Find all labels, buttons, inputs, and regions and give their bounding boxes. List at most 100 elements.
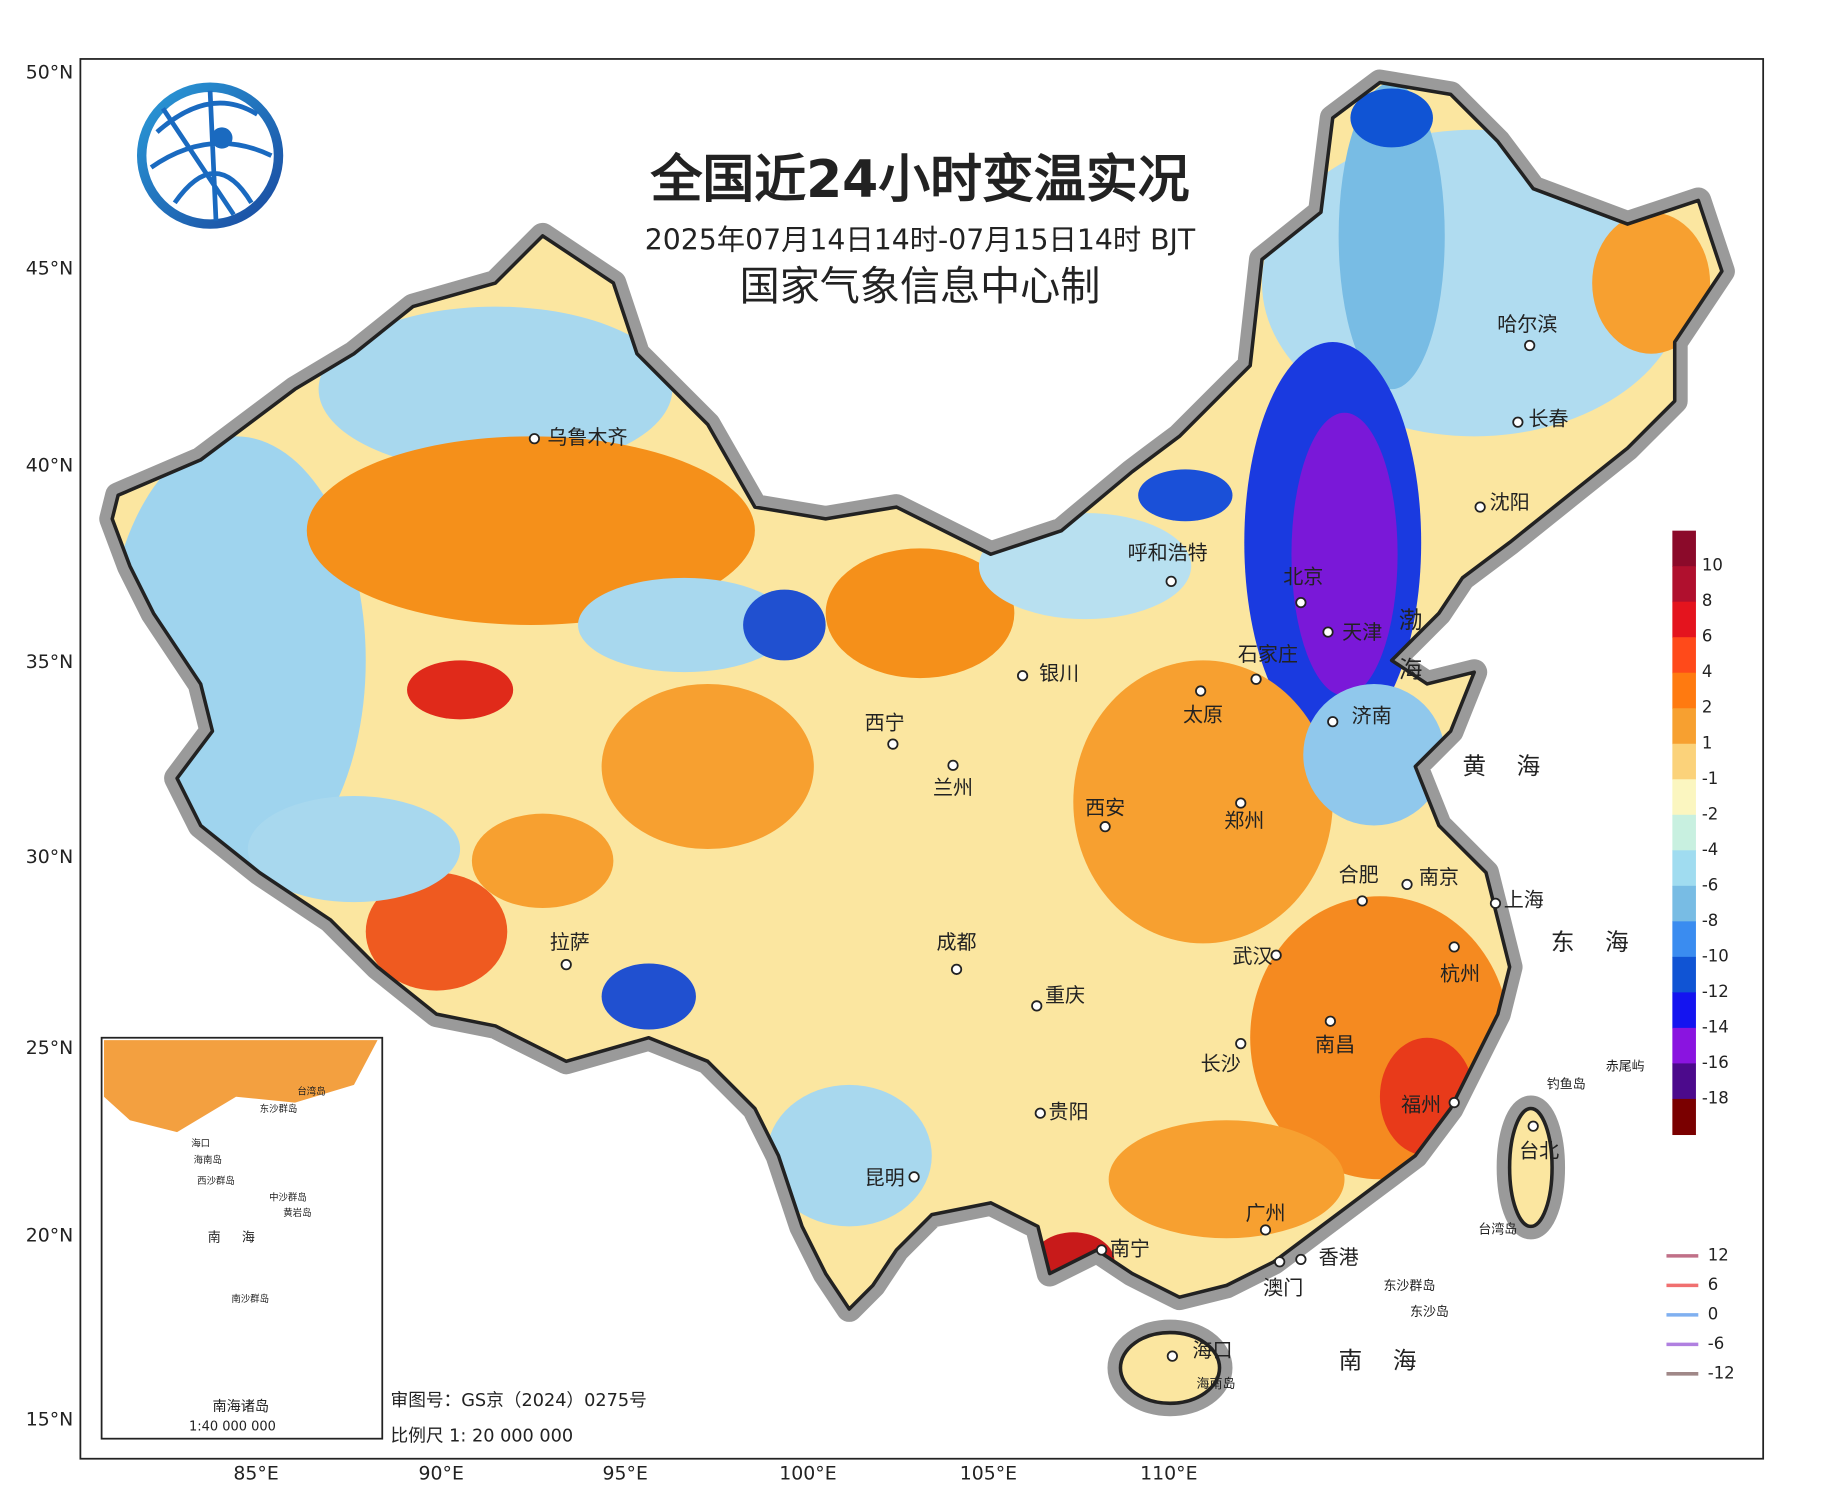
city-label: 重庆 <box>1045 983 1085 1007</box>
city-dot <box>1195 685 1207 697</box>
city-label: 广州 <box>1245 1201 1285 1225</box>
legend-label: 2 <box>1702 698 1713 717</box>
city-label: 海口 <box>1192 1338 1232 1362</box>
legend-swatch <box>1672 992 1696 1029</box>
city-label: 武汉 <box>1233 944 1273 968</box>
city-label: 长沙 <box>1201 1051 1241 1075</box>
field-patch <box>407 660 514 720</box>
city-label: 长春 <box>1529 406 1569 430</box>
legend-swatch <box>1672 885 1696 922</box>
inset-label: 东沙群岛 <box>260 1103 298 1115</box>
legend-swatch <box>1672 814 1696 851</box>
city-dot <box>1235 1038 1247 1050</box>
inset-land <box>103 1040 378 1133</box>
city-dot <box>1274 1256 1286 1268</box>
city-dot <box>950 963 963 975</box>
inset-scale: 1:40 000 000 <box>189 1419 276 1434</box>
latitude-label: 45°N <box>26 257 74 279</box>
inset-title: 南海诸岛 <box>212 1399 269 1415</box>
city-dot <box>887 738 899 750</box>
legend-label: 8 <box>1702 591 1713 610</box>
legend-swatch <box>1672 637 1696 674</box>
field-patch <box>1108 1120 1345 1239</box>
map-subtitle: 2025年07月14日14时-07月15日14时 BJT <box>645 224 1196 257</box>
inset-label: 南海 <box>208 1230 276 1246</box>
city-label: 南宁 <box>1110 1237 1150 1261</box>
inset-label: 海口 <box>191 1137 210 1149</box>
city-label: 昆明 <box>865 1166 905 1190</box>
legend-label: -2 <box>1702 804 1718 823</box>
field-patch <box>743 589 826 661</box>
legend-label: -1 <box>1702 769 1718 788</box>
city-dot <box>1099 821 1111 833</box>
field-patch <box>1350 88 1433 148</box>
latitude-label: 30°N <box>26 846 74 868</box>
city-label: 上海 <box>1504 887 1544 911</box>
field-patch <box>306 436 755 625</box>
city-dot <box>1235 797 1247 809</box>
legend-label: -10 <box>1702 946 1729 965</box>
legend-swatch <box>1672 921 1696 958</box>
sea-label: 东海 <box>1551 928 1659 956</box>
longitude-label: 90°E <box>419 1463 464 1485</box>
city-dot <box>1270 949 1282 961</box>
city-dot <box>1356 895 1368 907</box>
logo <box>136 82 284 229</box>
latitude-label: 15°N <box>26 1408 74 1430</box>
longitude-label: 105°E <box>960 1463 1017 1485</box>
latitude-label: 50°N <box>26 62 74 84</box>
city-label: 西安 <box>1085 795 1125 819</box>
contour-legend-label: 12 <box>1708 1245 1729 1264</box>
field-patch <box>1138 469 1233 522</box>
place-label: 海南岛 <box>1197 1376 1236 1392</box>
place-label: 东沙群岛 <box>1383 1278 1435 1294</box>
field-patch <box>318 306 673 472</box>
legend-label: -6 <box>1702 875 1718 894</box>
logo-ring <box>136 82 284 229</box>
city-label: 南京 <box>1419 865 1459 889</box>
contour-legend-label: 0 <box>1708 1304 1719 1323</box>
inset-label: 台湾岛 <box>297 1085 325 1097</box>
inset-label: 南沙群岛 <box>231 1293 269 1305</box>
city-dot <box>1448 941 1460 953</box>
latitude-label: 40°N <box>26 454 74 476</box>
inset-label: 中沙群岛 <box>269 1192 307 1204</box>
sea-label: 黄海 <box>1462 752 1570 780</box>
legend-swatch <box>1672 708 1696 745</box>
city-label: 兰州 <box>933 775 973 799</box>
legend-swatch <box>1672 779 1696 816</box>
city-label: 郑州 <box>1224 808 1264 832</box>
contour-legend-label: 6 <box>1708 1275 1719 1294</box>
city-dot <box>1324 1015 1336 1027</box>
legend-label: 4 <box>1702 662 1713 681</box>
city-dot <box>1527 1120 1539 1132</box>
city-dot <box>1016 670 1029 682</box>
place-label: 钓鱼岛 <box>1547 1076 1586 1092</box>
legend-swatch <box>1672 1098 1696 1136</box>
city-dot <box>1250 673 1262 685</box>
legend-label: 10 <box>1702 556 1723 575</box>
legend-swatch <box>1672 743 1696 780</box>
inset-label: 黄岩岛 <box>283 1207 311 1219</box>
city-dot <box>1512 416 1524 428</box>
city-dot <box>1295 1253 1307 1266</box>
field-patch <box>601 683 814 850</box>
legend-swatch <box>1672 956 1696 993</box>
field-patch <box>247 795 461 903</box>
legend-swatch <box>1672 601 1696 638</box>
field-patch <box>1338 82 1445 390</box>
field-patch <box>601 963 696 1030</box>
field-patch <box>1291 412 1398 696</box>
legend-swatch <box>1672 530 1696 567</box>
city-dot <box>1327 716 1339 728</box>
sea-label: 南海 <box>1339 1347 1447 1375</box>
logo-lines <box>149 90 273 221</box>
legend-label: -16 <box>1702 1053 1729 1072</box>
city-label: 台北 <box>1519 1139 1559 1163</box>
city-dot <box>1524 339 1536 352</box>
place-label: 台湾岛 <box>1478 1221 1517 1237</box>
city-label: 拉萨 <box>550 930 590 954</box>
field-patch <box>1592 212 1711 354</box>
field-patch <box>1303 683 1445 826</box>
